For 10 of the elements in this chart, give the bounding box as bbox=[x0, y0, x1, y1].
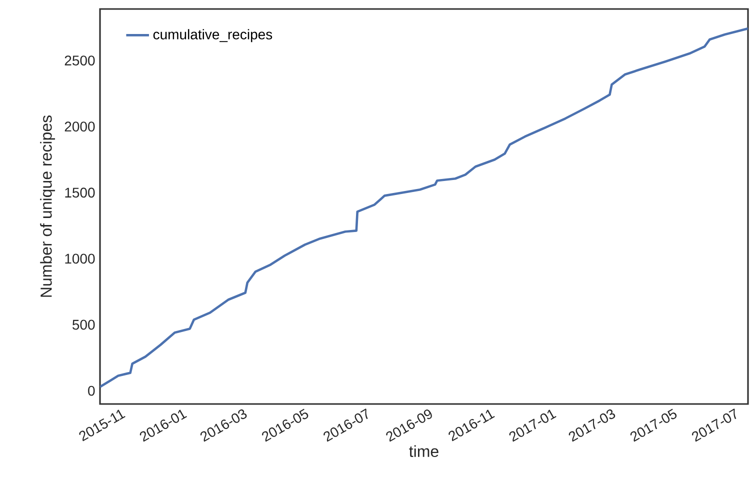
y-tick-label: 2500 bbox=[64, 56, 95, 66]
y-tick-label: 1000 bbox=[65, 254, 95, 264]
y-axis-title: Number of unique recipes bbox=[40, 116, 55, 297]
y-tick-label: 2000 bbox=[64, 122, 95, 132]
y-tick-label: 500 bbox=[72, 320, 95, 330]
x-axis-title: time bbox=[409, 445, 438, 458]
legend-label: cumulative_recipes bbox=[153, 29, 272, 42]
y-tick-label: 1500 bbox=[65, 188, 95, 198]
line-series bbox=[100, 27, 748, 388]
y-tick-label: 0 bbox=[88, 386, 95, 396]
